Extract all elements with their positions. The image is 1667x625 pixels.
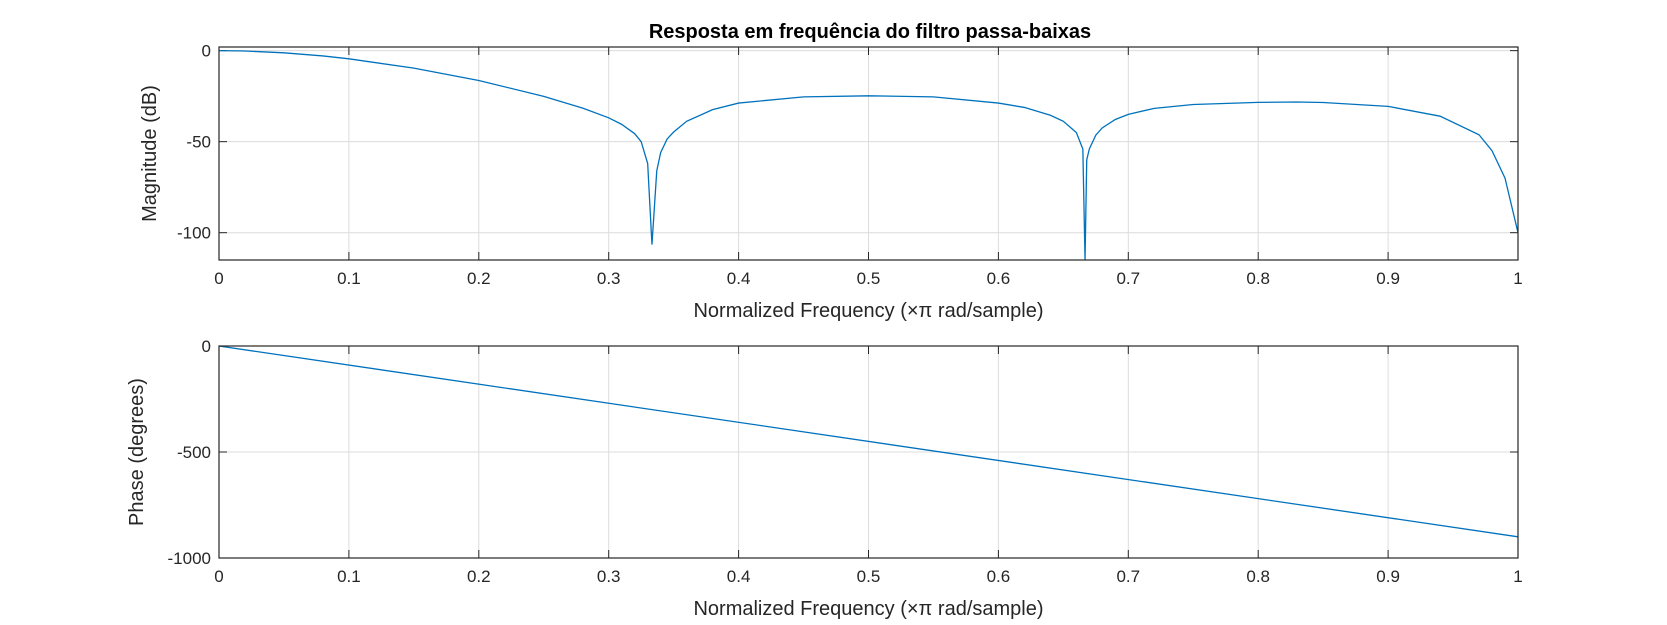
magnitude-xtick-label: 0.7 [1116,269,1140,288]
magnitude-axes-frame [218,46,1519,261]
magnitude-ytick-label: -50 [186,133,211,152]
magnitude-ytick-label: -100 [177,224,211,243]
phase-xtick-label: 0.5 [857,567,881,586]
magnitude-xtick-label: 0.9 [1376,269,1400,288]
phase-xtick-label: 1 [1513,567,1522,586]
phase-xaxis-label: Normalized Frequency (×π rad/sample) [693,598,1043,620]
phase-ytick-label: -500 [177,443,211,462]
phase-xtick-label: 0.7 [1116,567,1140,586]
magnitude-xtick-label: 0.4 [727,269,751,288]
phase-xtick-label: 0.3 [597,567,621,586]
chart-title: Resposta em frequência do filtro passa-b… [649,21,1091,43]
phase-axes-frame [218,345,1519,559]
magnitude-xtick-label: 0.5 [857,269,881,288]
magnitude-xtick-label: 0.8 [1246,269,1270,288]
magnitude-plot: 0 0.1 0.2 0.3 0.4 0.5 0.6 0.7 0.8 0.9 1 0 -50 -100 Nor… [139,42,1523,322]
phase-yaxis-label: Phase (degrees) [126,378,148,526]
magnitude-xtick-label: 0.1 [337,269,361,288]
magnitude-xtick-label: 0 [214,269,223,288]
phase-xtick-label: 0.4 [727,567,751,586]
magnitude-yaxis-label: Magnitude (dB) [139,85,161,222]
magnitude-xtick-label: 0.3 [597,269,621,288]
magnitude-xtick-label: 1 [1513,269,1522,288]
phase-xtick-label: 0.6 [987,567,1011,586]
phase-xtick-label: 0.2 [467,567,491,586]
phase-plot: 0 0.1 0.2 0.3 0.4 0.5 0.6 0.7 0.8 0.9 1 0 -500 -1000 N… [126,337,1523,620]
phase-ytick-label: 0 [202,337,211,356]
magnitude-ytick-label: 0 [202,42,211,61]
magnitude-response-line [218,49,1519,261]
phase-ytick-label: -1000 [168,549,211,568]
phase-xtick-label: 0.1 [337,567,361,586]
magnitude-xaxis-label: Normalized Frequency (×π rad/sample) [693,300,1043,322]
magnitude-xtick-label: 0.2 [467,269,491,288]
phase-xtick-label: 0.9 [1376,567,1400,586]
phase-xtick-label: 0 [214,567,223,586]
magnitude-xtick-label: 0.6 [987,269,1011,288]
phase-response-line [218,345,1519,538]
phase-xtick-label: 0.8 [1246,567,1270,586]
